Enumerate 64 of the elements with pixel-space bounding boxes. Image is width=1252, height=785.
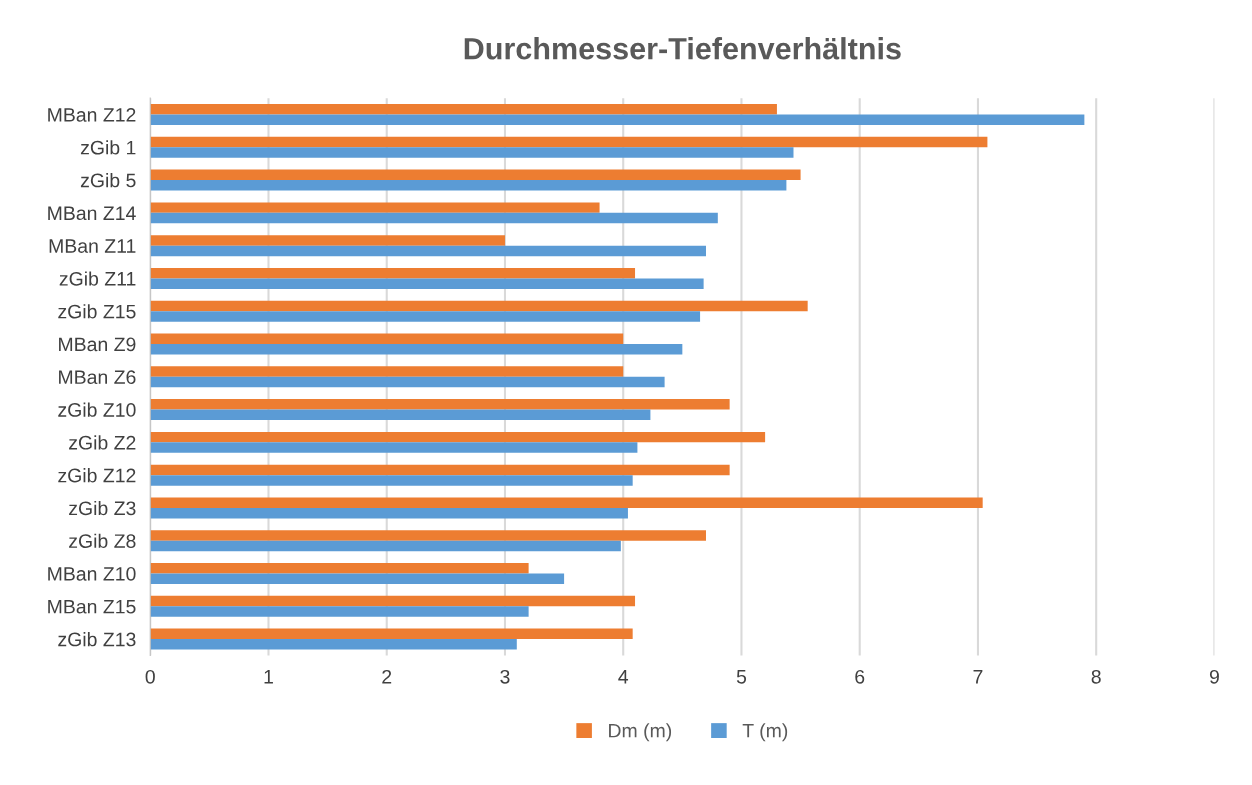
bar — [150, 235, 505, 246]
bar — [150, 114, 1085, 126]
bar — [150, 595, 636, 607]
bar — [150, 409, 651, 421]
bar — [150, 376, 665, 388]
y-tick-label: zGib Z3 — [69, 500, 136, 516]
bar — [150, 540, 621, 552]
x-tick-label: 6 — [855, 669, 865, 684]
bar — [150, 311, 701, 322]
bar — [150, 442, 638, 453]
bar — [150, 147, 794, 158]
bar — [150, 475, 633, 486]
bar — [150, 366, 624, 377]
bar — [150, 180, 787, 191]
y-tick-label: zGib Z11 — [59, 271, 136, 286]
bar — [150, 169, 801, 181]
x-tick-label: 7 — [973, 670, 983, 684]
y-tick-label: MBan Z14 — [48, 206, 136, 221]
bar — [150, 267, 636, 279]
x-tick-label: 0 — [145, 669, 155, 684]
y-tick-label: zGib Z12 — [58, 468, 136, 483]
x-tick-label: 3 — [500, 669, 510, 684]
bar — [150, 278, 704, 289]
x-tick-label: 5 — [736, 670, 747, 684]
x-tick-label: 2 — [382, 669, 392, 684]
x-tick-label: 9 — [1209, 669, 1219, 684]
bar — [150, 136, 988, 148]
bar — [150, 245, 706, 257]
bar — [150, 333, 624, 345]
y-tick-label: zGib Z10 — [58, 402, 136, 417]
bar — [150, 464, 730, 476]
bar — [150, 530, 706, 541]
legend-label: Dm (m) — [609, 723, 672, 742]
bar — [150, 573, 565, 584]
y-tick-label: MBan Z6 — [59, 370, 136, 385]
y-tick-label: zGib 1 — [80, 140, 136, 155]
y-tick-label: zGib 5 — [80, 173, 136, 188]
bar — [150, 344, 683, 355]
y-tick-label: MBan Z9 — [59, 337, 136, 352]
bar — [150, 212, 718, 224]
y-tick-label: zGib Z13 — [58, 632, 136, 647]
y-tick-label: MBan Z12 — [48, 107, 136, 122]
bar — [150, 606, 529, 617]
y-tick-label: MBan Z11 — [49, 239, 136, 253]
bar — [150, 431, 766, 443]
x-tick-label: 4 — [618, 670, 629, 684]
bar — [150, 300, 808, 312]
bar — [150, 563, 529, 574]
y-tick-label: MBan Z15 — [48, 599, 136, 614]
bar — [150, 628, 633, 640]
y-tick-label: MBan Z10 — [48, 566, 136, 581]
y-tick-label: zGib Z15 — [58, 304, 136, 319]
x-tick-label: 1 — [264, 670, 273, 684]
bar — [150, 202, 600, 213]
bar — [150, 104, 777, 115]
bar — [150, 639, 517, 650]
y-tick-label: zGib Z2 — [69, 435, 136, 450]
chart-title: Durchmesser-Tiefenverhältnis — [464, 37, 901, 60]
bar — [150, 507, 628, 519]
x-tick-label: 8 — [1091, 669, 1101, 684]
y-tick-label: zGib Z8 — [69, 533, 136, 548]
bar — [150, 399, 730, 410]
legend-label: T (m) — [742, 723, 788, 742]
bar — [150, 497, 983, 508]
